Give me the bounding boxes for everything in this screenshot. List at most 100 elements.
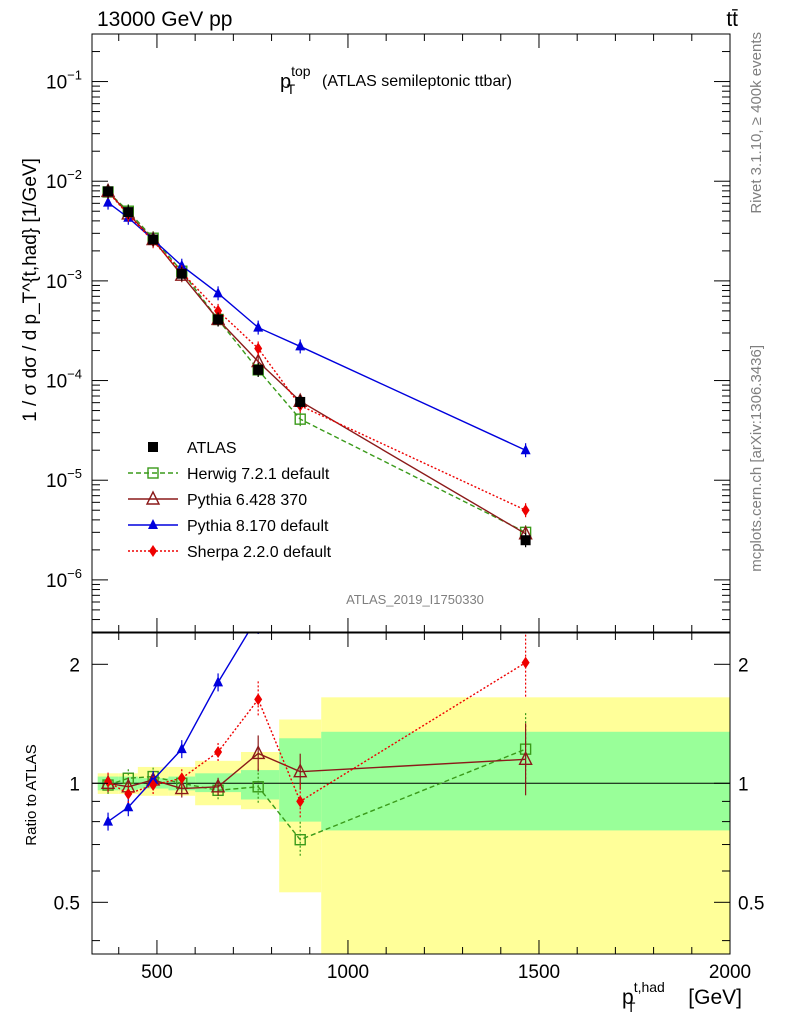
legend: ATLAS Herwig 7.2.1 default Pythia 6.428 37… [128,440,332,561]
plot-title-sub: T [287,81,296,97]
x-tick-label: 2000 [709,962,751,983]
ratio-point-pythia6 [210,778,226,793]
main-plot-frame [91,33,731,633]
legend-item-atlas: ATLAS [148,440,237,457]
ratio-point-pythia8 [123,801,134,812]
series-pythia6 [100,182,533,541]
ratio-point-sherpa [104,775,113,788]
series-line-pythia8 [107,202,526,451]
point-atlas [213,314,224,325]
ratio-bands [97,697,730,954]
x-tick-label: 1500 [518,962,560,983]
point-atlas [103,186,114,197]
ratio-y-tick-label: 0.5 [54,893,80,914]
legend-item-pythia6: Pythia 6.428 370 [128,490,307,509]
ratio-line-pythia6 [107,752,526,790]
ratio-y-tick-label-right: 0.5 [738,893,764,914]
legend-marker-atlas [148,442,158,452]
ratio-series [100,610,533,858]
ratio-point-sherpa [149,779,158,792]
plot-title-rest: (ATLAS semileptonic ttbar) [322,73,512,90]
legend-label-atlas: ATLAS [187,440,237,457]
ratio-y-tick-labels: 0.5 0.5 1 1 2 2 [54,655,765,914]
legend-marker-pythia8 [148,519,158,529]
tick-label-exponent: −2 [67,167,82,182]
x-axis-label: pt,had T [622,979,665,1015]
ratio-point-sherpa [214,746,223,759]
ratio-line-herwig [107,748,526,841]
ratio-point-herwig [294,834,306,846]
ratio-point-sherpa [177,772,186,785]
legend-label-pythia6: Pythia 6.428 370 [187,492,307,509]
ratio-point-pythia8 [148,773,159,784]
main-y-axis-label: 1 / σ dσ / d p_T^{t,had} [1/GeV] [20,158,41,422]
legend-label-pythia8: Pythia 8.170 default [187,518,329,535]
series-herwig [102,184,532,540]
x-axis-label-main: p [622,986,634,1009]
ratio-plot: 0.5 0.5 1 1 2 2 500 1000 1500 2000 Ratio to ATLA… [23,610,765,1015]
series-line-sherpa [107,191,526,511]
main-y-tick-labels: 10−610−510−410−310−210−1 [46,68,82,592]
point-herwig [294,413,306,425]
plot-title-sup: top [291,63,311,79]
analysis-watermark: ATLAS_2019_I1750330 [346,592,484,607]
main-y-tick-label: 10−5 [46,466,82,492]
tick-label-exponent: −6 [67,566,82,581]
plot-title-main: p [280,71,291,93]
header-beam-label: 13000 GeV pp [97,8,232,31]
band-inner [240,770,280,800]
mcplots-label: mcplots.cern.ch [arXiv:1306.3436] [748,345,765,572]
point-sherpa [254,342,263,355]
tick-label-base: 10 [46,73,67,94]
series-line-pythia6 [107,190,526,535]
series-atlas [103,184,531,548]
tick-label-exponent: −5 [67,466,82,481]
main-y-ticks [92,51,730,633]
x-axis-label-unit: [GeV] [688,986,742,1009]
legend-label-sherpa: Sherpa 2.2.0 default [187,544,332,561]
main-y-tick-label: 10−6 [46,566,82,592]
tick-label-base: 10 [46,372,67,393]
ratio-point-pythia6 [174,779,189,795]
legend-marker-herwig [147,467,159,479]
main-x-ticks [118,34,731,632]
ratio-x-ticks [118,633,731,954]
point-sherpa [214,304,223,317]
point-pythia8 [176,259,187,270]
point-atlas [295,396,306,407]
x-axis-label-sub: T [627,999,636,1015]
legend-marker-sherpa [149,545,157,557]
tick-label-base: 10 [46,571,67,592]
ratio-line-sherpa [107,661,526,803]
tick-label-base: 10 [46,471,67,492]
main-plot: 10−610−510−410−310−210−1 ptop T (ATLAS se… [20,33,731,633]
ratio-point-pythia6 [293,763,308,778]
point-pythia8 [103,196,114,207]
main-y-tick-label: 10−4 [46,367,82,393]
point-atlas [123,207,134,218]
x-tick-label: 500 [141,962,173,983]
ratio-y-tick-label: 1 [69,774,80,795]
ratio-y-tick-label: 2 [69,655,80,676]
tick-label-exponent: −1 [67,68,82,83]
legend-item-sherpa: Sherpa 2.2.0 default [128,544,332,561]
main-y-tick-label: 10−1 [46,68,82,94]
ratio-y-ticks [92,663,730,942]
point-sherpa [521,504,530,517]
ratio-point-pythia8 [103,815,114,826]
main-y-tick-label: 10−2 [46,167,82,193]
ratio-series-sherpa [104,633,530,820]
series-pythia8 [103,195,531,458]
ratio-plot-frame [91,632,731,955]
x-tick-label: 1000 [327,962,369,983]
legend-item-pythia8: Pythia 8.170 default [128,518,329,535]
tick-label-base: 10 [46,272,67,293]
ratio-point-pythia8 [253,610,263,620]
ratio-point-pythia6 [251,744,266,760]
ratio-point-sherpa [124,787,133,800]
ratio-point-sherpa [254,693,263,706]
point-atlas [520,535,531,546]
point-pythia8 [520,444,531,455]
ratio-point-sherpa [296,795,305,808]
